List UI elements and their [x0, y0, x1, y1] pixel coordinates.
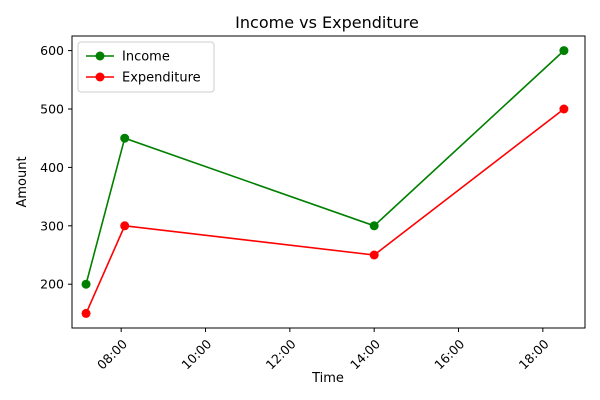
x-axis: 08:00 10:00 12:00 14:00 16:00 18:00	[94, 328, 552, 372]
legend: Income Expenditure	[77, 41, 215, 93]
data-point-expenditure	[559, 104, 569, 114]
legend-box	[77, 41, 215, 93]
x-tick-label: 18:00	[516, 336, 552, 372]
y-tick-label: 400	[40, 160, 64, 175]
data-point-income	[81, 279, 91, 289]
series-layer	[81, 46, 569, 318]
series-line-income	[85, 50, 565, 285]
y-tick-label: 200	[40, 277, 64, 292]
x-tick-label: 14:00	[347, 336, 383, 372]
legend-label: Expenditure	[122, 71, 201, 86]
legend-marker	[95, 51, 105, 61]
data-point-expenditure	[369, 250, 379, 260]
plot-area	[71, 35, 586, 329]
chart-title: Income vs Expenditure	[235, 13, 419, 32]
data-point-income	[120, 133, 130, 143]
x-tick-label: 08:00	[94, 336, 130, 372]
y-tick-label: 600	[40, 43, 64, 58]
legend-label: Income	[122, 50, 170, 65]
data-point-expenditure	[120, 221, 130, 231]
x-tick-label: 10:00	[178, 336, 214, 372]
y-axis: 200 300 400 500 600	[40, 43, 72, 292]
data-point-income	[559, 46, 569, 56]
x-tick-label: 12:00	[263, 336, 299, 372]
y-tick-label: 500	[40, 102, 64, 117]
legend-marker	[95, 72, 105, 82]
y-tick-label: 300	[40, 218, 64, 233]
series-line-expenditure	[85, 108, 565, 314]
x-tick-label: 16:00	[431, 336, 467, 372]
x-axis-label: Time	[311, 371, 344, 386]
data-point-expenditure	[81, 308, 91, 318]
data-point-income	[369, 221, 379, 231]
y-axis-label: Amount	[15, 156, 30, 207]
